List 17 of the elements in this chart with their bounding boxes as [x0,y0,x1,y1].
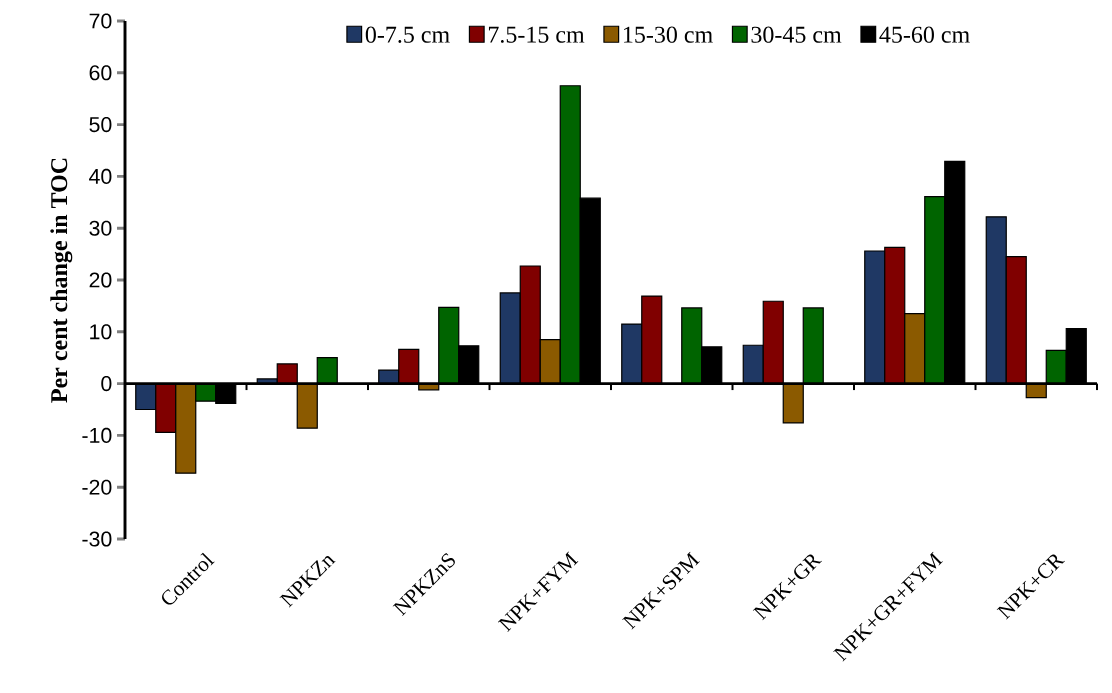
y-tick-label: 50 [89,117,112,133]
y-tick-label: -10 [82,427,112,443]
y-tick-label: 0 [101,376,112,392]
legend-label: 7.5-15 cm [488,26,585,43]
legend-label: 0-7.5 cm [365,26,450,43]
y-axis-title: Per cent change in TOC [50,158,73,403]
y-tick-label: -20 [82,479,112,495]
y-tick-label: 30 [89,220,112,236]
y-tick-label: 10 [90,324,112,340]
y-tick-label: 20 [89,272,112,288]
y-tick-label: 40 [89,168,112,184]
legend-label: 15-30 cm [623,26,713,43]
legend-label: 45-60 cm [879,26,970,43]
y-tick-label: 60 [89,65,112,81]
legend-label: 30-45 cm [751,26,842,43]
y-tick-label: -30 [82,531,112,547]
y-tick-label: 70 [89,13,112,29]
